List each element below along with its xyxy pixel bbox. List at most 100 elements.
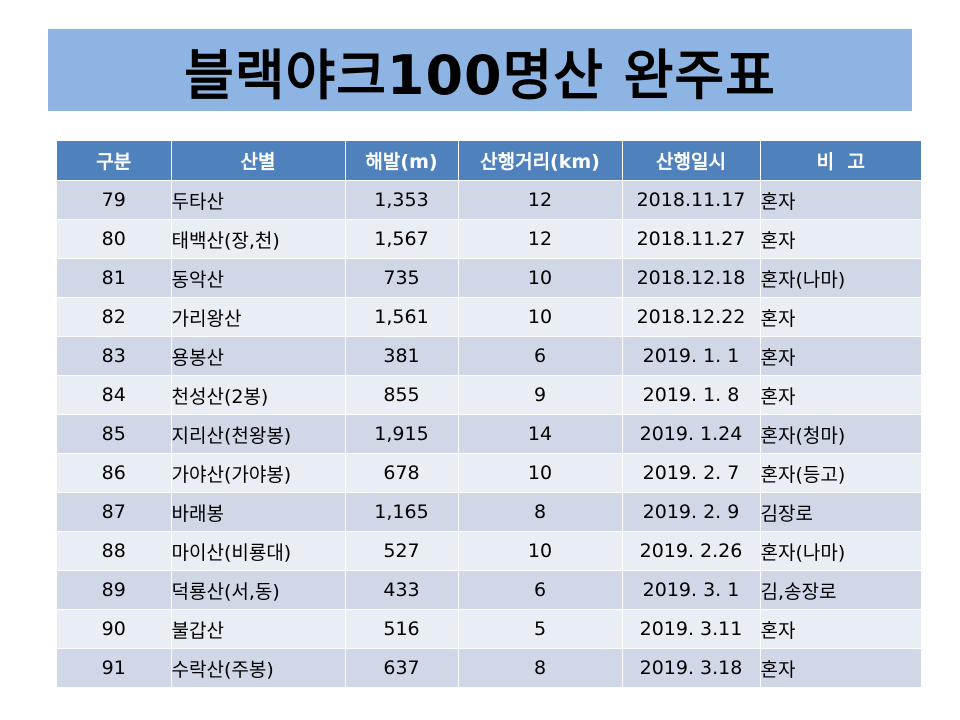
page-title: 블랙야크100명산 완주표 <box>184 43 776 107</box>
cell-elevation: 1,567 <box>345 219 459 259</box>
cell-note: 혼자 <box>760 375 921 415</box>
table-row: 79 두타산 1,353 12 2018.11.17 혼자 <box>57 180 921 220</box>
table-row: 89 덕룡산(서,동) 433 6 2019. 3. 1 김,송장로 <box>57 570 921 610</box>
cell-distance: 10 <box>458 453 623 493</box>
table-row: 88 마이산(비룡대) 527 10 2019. 2.26 혼자(나마) <box>57 531 921 571</box>
table-row: 84 천성산(2봉) 855 9 2019. 1. 8 혼자 <box>57 375 921 415</box>
cell-note: 혼자 <box>760 609 921 649</box>
cell-note: 김장로 <box>760 492 921 532</box>
cell-date: 2019. 2. 7 <box>622 453 761 493</box>
cell-number: 79 <box>57 180 172 220</box>
cell-number: 87 <box>57 492 172 532</box>
table-header-row: 구분 산별 해발(m) 산행거리(km) 산행일시 비 고 <box>57 141 921 181</box>
cell-mountain: 불갑산 <box>171 609 346 649</box>
cell-elevation: 1,165 <box>345 492 459 532</box>
cell-number: 81 <box>57 258 172 298</box>
cell-date: 2019. 2. 9 <box>622 492 761 532</box>
cell-mountain: 덕룡산(서,동) <box>171 570 346 610</box>
cell-number: 91 <box>57 648 172 687</box>
table-row: 85 지리산(천왕봉) 1,915 14 2019. 1.24 혼자(청마) <box>57 414 921 454</box>
cell-distance: 6 <box>458 336 623 376</box>
cell-elevation: 381 <box>345 336 459 376</box>
table-row: 80 태백산(장,천) 1,567 12 2018.11.27 혼자 <box>57 219 921 259</box>
cell-number: 80 <box>57 219 172 259</box>
cell-number: 86 <box>57 453 172 493</box>
table-row: 81 동악산 735 10 2018.12.18 혼자(나마) <box>57 258 921 298</box>
cell-note: 김,송장로 <box>760 570 921 610</box>
cell-elevation: 1,915 <box>345 414 459 454</box>
cell-mountain: 태백산(장,천) <box>171 219 346 259</box>
cell-date: 2018.12.22 <box>622 297 761 337</box>
cell-distance: 12 <box>458 219 623 259</box>
cell-note: 혼자(청마) <box>760 414 921 454</box>
cell-distance: 8 <box>458 492 623 532</box>
cell-distance: 10 <box>458 297 623 337</box>
cell-number: 88 <box>57 531 172 571</box>
header-date: 산행일시 <box>622 141 761 181</box>
cell-mountain: 천성산(2봉) <box>171 375 346 415</box>
cell-elevation: 1,561 <box>345 297 459 337</box>
cell-mountain: 바래봉 <box>171 492 346 532</box>
cell-elevation: 855 <box>345 375 459 415</box>
cell-distance: 6 <box>458 570 623 610</box>
cell-note: 혼자 <box>760 648 921 687</box>
cell-number: 85 <box>57 414 172 454</box>
table-row: 87 바래봉 1,165 8 2019. 2. 9 김장로 <box>57 492 921 532</box>
table-row: 83 용봉산 381 6 2019. 1. 1 혼자 <box>57 336 921 376</box>
cell-note: 혼자(등고) <box>760 453 921 493</box>
cell-mountain: 수락산(주봉) <box>171 648 346 687</box>
cell-elevation: 1,353 <box>345 180 459 220</box>
cell-distance: 12 <box>458 180 623 220</box>
cell-elevation: 527 <box>345 531 459 571</box>
cell-date: 2018.11.27 <box>622 219 761 259</box>
title-banner: 블랙야크100명산 완주표 <box>48 29 912 111</box>
table-row: 86 가야산(가야봉) 678 10 2019. 2. 7 혼자(등고) <box>57 453 921 493</box>
cell-note: 혼자(나마) <box>760 258 921 298</box>
header-mountain: 산별 <box>171 141 346 181</box>
cell-distance: 10 <box>458 531 623 571</box>
cell-note: 혼자 <box>760 219 921 259</box>
cell-date: 2019. 3.11 <box>622 609 761 649</box>
cell-number: 83 <box>57 336 172 376</box>
cell-elevation: 637 <box>345 648 459 687</box>
cell-number: 89 <box>57 570 172 610</box>
cell-mountain: 용봉산 <box>171 336 346 376</box>
cell-date: 2019. 1. 8 <box>622 375 761 415</box>
cell-date: 2018.11.17 <box>622 180 761 220</box>
header-elevation: 해발(m) <box>345 141 459 181</box>
cell-elevation: 735 <box>345 258 459 298</box>
cell-note: 혼자 <box>760 336 921 376</box>
cell-distance: 5 <box>458 609 623 649</box>
cell-number: 84 <box>57 375 172 415</box>
cell-date: 2019. 3. 1 <box>622 570 761 610</box>
cell-date: 2019. 2.26 <box>622 531 761 571</box>
table-row: 91 수락산(주봉) 637 8 2019. 3.18 혼자 <box>57 648 921 687</box>
cell-note: 혼자 <box>760 297 921 337</box>
cell-note: 혼자 <box>760 180 921 220</box>
header-note: 비 고 <box>760 141 921 181</box>
cell-number: 90 <box>57 609 172 649</box>
table-row: 82 가리왕산 1,561 10 2018.12.22 혼자 <box>57 297 921 337</box>
cell-mountain: 동악산 <box>171 258 346 298</box>
cell-note: 혼자(나마) <box>760 531 921 571</box>
cell-mountain: 가야산(가야봉) <box>171 453 346 493</box>
cell-distance: 14 <box>458 414 623 454</box>
cell-distance: 9 <box>458 375 623 415</box>
cell-mountain: 두타산 <box>171 180 346 220</box>
cell-elevation: 433 <box>345 570 459 610</box>
header-number: 구분 <box>57 141 172 181</box>
completion-table: 구분 산별 해발(m) 산행거리(km) 산행일시 비 고 79 두타산 1,353… <box>57 141 921 687</box>
cell-distance: 8 <box>458 648 623 687</box>
table-body: 79 두타산 1,353 12 2018.11.17 혼자 80 태백산(장,천) 1,567 1… <box>57 180 921 687</box>
cell-date: 2019. 1.24 <box>622 414 761 454</box>
cell-date: 2019. 3.18 <box>622 648 761 687</box>
cell-elevation: 678 <box>345 453 459 493</box>
table-row: 90 불갑산 516 5 2019. 3.11 혼자 <box>57 609 921 649</box>
cell-mountain: 가리왕산 <box>171 297 346 337</box>
cell-elevation: 516 <box>345 609 459 649</box>
cell-date: 2018.12.18 <box>622 258 761 298</box>
cell-distance: 10 <box>458 258 623 298</box>
cell-mountain: 지리산(천왕봉) <box>171 414 346 454</box>
cell-date: 2019. 1. 1 <box>622 336 761 376</box>
